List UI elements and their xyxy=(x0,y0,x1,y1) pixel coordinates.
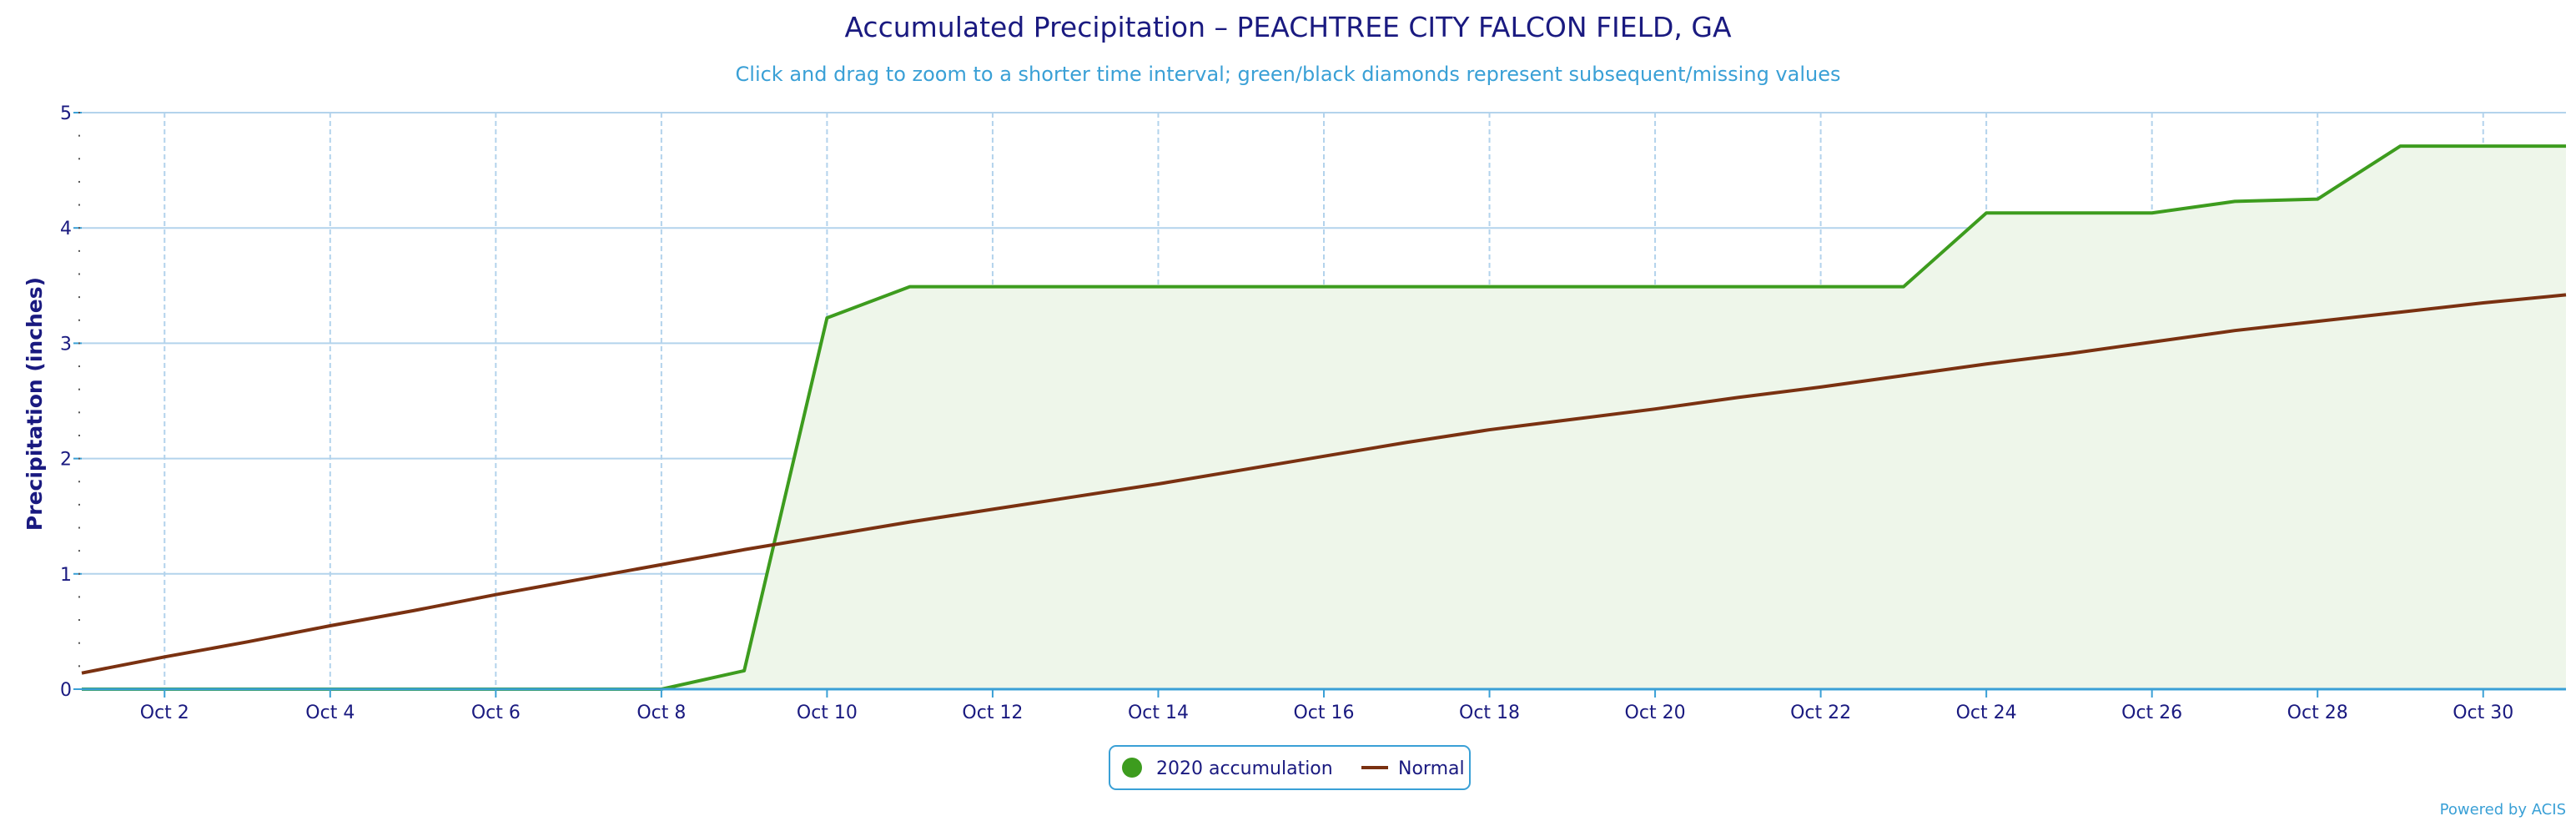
x-tick-label: Oct 2 xyxy=(140,703,189,723)
x-tick-label: Oct 26 xyxy=(2121,703,2182,723)
x-tick-label: Oct 18 xyxy=(1459,703,1520,723)
x-tick-label: Oct 4 xyxy=(305,703,355,723)
x-tick-label: Oct 20 xyxy=(1625,703,1686,723)
legend-box xyxy=(1109,745,1471,790)
x-tick-label: Oct 16 xyxy=(1293,703,1354,723)
x-tick-label: Oct 10 xyxy=(797,703,858,723)
y-tick-label: 4 xyxy=(60,219,72,239)
legend-accumulation-marker xyxy=(1122,758,1142,778)
y-tick-label: 1 xyxy=(60,565,72,586)
x-tick-label: Oct 28 xyxy=(2287,703,2348,723)
chart-subtitle: Click and drag to zoom to a shorter time… xyxy=(736,63,1841,86)
y-tick-label: 3 xyxy=(60,334,72,355)
x-tick-label: Oct 14 xyxy=(1128,703,1189,723)
y-tick-label: 0 xyxy=(60,680,72,701)
legend[interactable]: 2020 accumulation Normal xyxy=(1109,745,1471,790)
x-tick-label: Oct 6 xyxy=(471,703,521,723)
legend-accumulation-label[interactable]: 2020 accumulation xyxy=(1156,758,1333,779)
x-tick-label: Oct 22 xyxy=(1790,703,1851,723)
y-tick-label: 2 xyxy=(60,450,72,471)
axes: 0 1 2 3 4 5 Oct 2 Oct 4 Oct 6 Oct 8 Oct 10 Oct 12 Oc… xyxy=(60,103,2566,723)
normal-line xyxy=(81,293,2567,675)
x-tick-label: Oct 30 xyxy=(2453,703,2513,723)
x-tick-label: Oct 24 xyxy=(1956,703,2017,723)
chart-title: Accumulated Precipitation – PEACHTREE CI… xyxy=(844,11,1732,43)
legend-normal-label[interactable]: Normal xyxy=(1398,758,1465,779)
credit-link[interactable]: Powered by ACIS xyxy=(2440,801,2566,818)
x-tick-label: Oct 12 xyxy=(962,703,1023,723)
y-tick-label: 5 xyxy=(60,103,72,124)
accumulation-area xyxy=(82,146,2566,689)
y-axis-label: Precipitation (inches) xyxy=(23,277,47,531)
x-tick-label: Oct 8 xyxy=(636,703,686,723)
